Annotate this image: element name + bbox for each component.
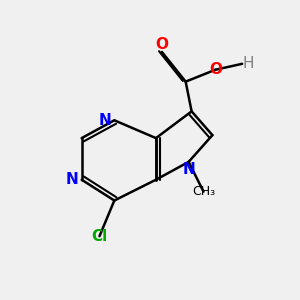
Text: N: N: [182, 162, 195, 177]
Text: O: O: [155, 37, 168, 52]
Text: CH₃: CH₃: [192, 185, 215, 198]
Text: N: N: [66, 172, 79, 187]
Text: N: N: [99, 113, 111, 128]
Text: O: O: [209, 62, 222, 77]
Text: Cl: Cl: [91, 229, 108, 244]
Text: H: H: [242, 56, 254, 71]
